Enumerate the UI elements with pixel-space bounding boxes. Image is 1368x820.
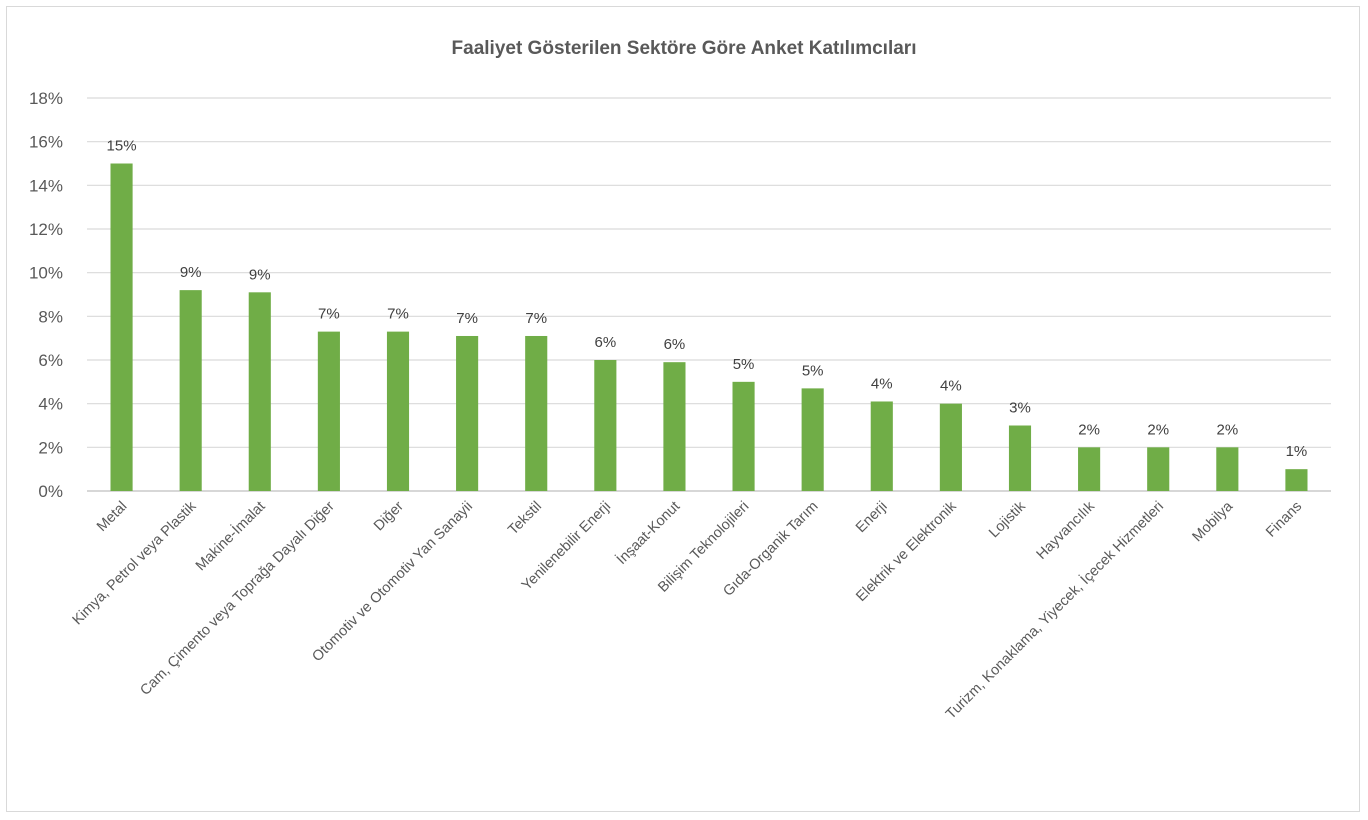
bar [1285, 469, 1308, 491]
category-label: Tekstil [505, 499, 545, 539]
data-label: 7% [387, 306, 409, 323]
data-label: 2% [1078, 421, 1100, 438]
y-tick-label: 8% [38, 307, 63, 326]
bar [870, 401, 893, 491]
bar [801, 388, 824, 491]
bars [110, 163, 1308, 491]
data-label: 5% [802, 362, 824, 379]
bar [317, 331, 340, 491]
bar [248, 292, 271, 491]
data-label: 7% [456, 310, 478, 327]
bar [1008, 425, 1032, 491]
category-label: Metal [94, 499, 130, 535]
data-labels: 15% 9% 9% 7% 7% 7% 7% 6% 6% 5% 5% 4% 4% 3% 2% 2% 2% 1% [107, 138, 1308, 461]
category-label: Kimya, Petrol veya Plastik [70, 498, 200, 628]
category-label: İnşaat-Konut [612, 497, 683, 568]
data-label: 6% [664, 336, 686, 353]
y-tick-label: 2% [38, 438, 63, 457]
data-label: 4% [940, 378, 962, 395]
category-label: Diğer [371, 498, 407, 534]
chart-title: Faaliyet Gösterilen Sektöre Göre Anket K… [452, 38, 917, 59]
data-label: 9% [249, 266, 271, 283]
bar [1216, 447, 1239, 491]
y-tick-label: 10% [29, 264, 63, 283]
y-tick-label: 12% [29, 220, 63, 239]
data-label: 5% [733, 356, 755, 373]
category-label: Finans [1263, 499, 1305, 541]
bar [939, 403, 962, 491]
category-label: Enerji [853, 499, 891, 537]
data-label: 7% [318, 306, 340, 323]
bar [386, 331, 410, 491]
category-label: Lojistik [986, 498, 1029, 541]
y-tick-label: 14% [29, 176, 63, 195]
bar [525, 335, 548, 491]
gridlines [87, 97, 1331, 492]
bar [110, 163, 133, 491]
bar [179, 290, 202, 491]
y-axis-ticks: 0% 2% 4% 6% 8% 10% 12% 14% 16% 18% [29, 89, 63, 501]
bar [594, 360, 617, 491]
data-label: 1% [1286, 443, 1308, 460]
y-tick-label: 18% [29, 89, 63, 108]
data-label: 15% [107, 138, 137, 155]
data-label: 2% [1147, 421, 1169, 438]
y-tick-label: 16% [29, 133, 63, 152]
category-label: Makine-İmalat [191, 497, 268, 574]
bar [663, 362, 686, 491]
y-tick-label: 4% [38, 395, 63, 414]
data-label: 3% [1009, 400, 1031, 417]
data-label: 7% [525, 310, 547, 327]
data-label: 4% [871, 375, 893, 392]
category-label: Mobilya [1190, 498, 1237, 545]
category-label: Hayvancılık [1034, 498, 1099, 563]
data-label: 6% [594, 334, 616, 351]
bar [1147, 447, 1170, 491]
data-label: 2% [1216, 421, 1238, 438]
bar [1078, 447, 1101, 491]
y-tick-label: 6% [38, 351, 63, 370]
y-tick-label: 0% [38, 482, 63, 501]
data-label: 9% [180, 264, 202, 281]
bar [732, 381, 755, 491]
bar [456, 335, 479, 491]
